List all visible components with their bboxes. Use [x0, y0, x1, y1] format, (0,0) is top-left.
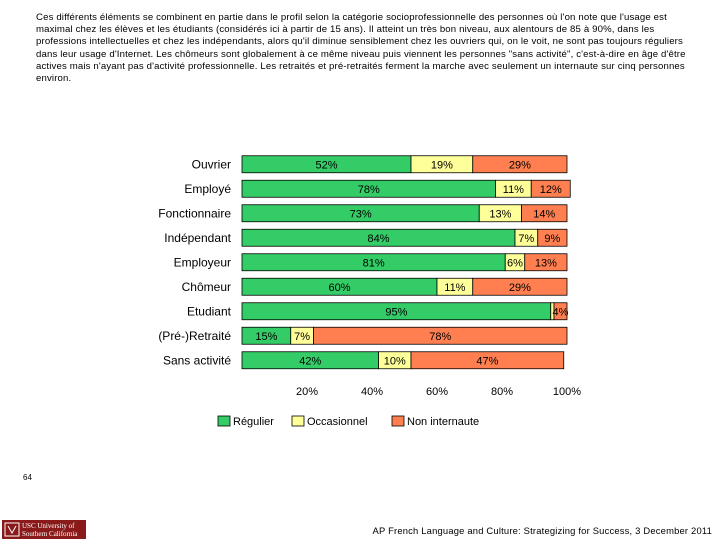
legend-label: Non internaute	[407, 416, 479, 428]
bar-segment	[524, 253, 568, 272]
data-label: 13%	[535, 257, 557, 269]
bar-segment	[530, 179, 571, 198]
data-label: 47%	[476, 355, 498, 367]
logo-line2: Southern California	[22, 530, 78, 538]
data-label: 7%	[518, 233, 534, 245]
bar-segment	[537, 228, 568, 247]
data-label: 42%	[299, 355, 321, 367]
category-labels-group: Ouvrier Employé Fonctionnaire Indépendant Em…	[158, 157, 231, 367]
x-tick-label: 40%	[361, 386, 383, 398]
data-label: 15%	[255, 331, 277, 343]
data-label: 95%	[385, 306, 407, 318]
data-label: 12%	[540, 184, 562, 196]
seal-icon	[4, 522, 20, 537]
legend-label: Régulier	[233, 416, 274, 428]
university-logo: USC University of Southern California	[2, 520, 86, 539]
data-label: 78%	[358, 184, 380, 196]
data-label: 73%	[350, 208, 372, 220]
data-label: 6%	[507, 257, 523, 269]
data-label: 52%	[315, 159, 337, 171]
bar-segment	[410, 351, 565, 370]
data-label: 29%	[509, 282, 531, 294]
data-label: 19%	[431, 159, 453, 171]
category-label: Employé	[184, 182, 231, 196]
x-tick-label: 60%	[426, 386, 448, 398]
category-label: Employeur	[174, 255, 231, 269]
data-label: 13%	[489, 208, 511, 220]
category-label: (Pré-)Retraité	[158, 329, 231, 343]
bar-segment	[472, 277, 568, 296]
data-label: 4%	[553, 306, 569, 318]
bar-segment	[313, 326, 568, 345]
bar-segment	[472, 155, 568, 174]
data-label: 60%	[328, 282, 350, 294]
data-label: 11%	[503, 184, 524, 196]
footer-caption: AP French Language and Culture: Strategi…	[372, 525, 712, 536]
page-number: 64	[23, 473, 32, 482]
category-label: Etudiant	[187, 304, 232, 318]
x-tick-labels-group: 20% 40% 60% 80% 100%	[296, 386, 581, 398]
category-label: Indépendant	[164, 231, 231, 245]
category-label: Chômeur	[182, 280, 231, 294]
legend-swatch	[291, 415, 305, 427]
legend-label: Occasionnel	[307, 416, 368, 428]
x-tick-label: 100%	[553, 386, 581, 398]
data-label: 78%	[429, 331, 451, 343]
intro-paragraph: Ces différents éléments se combinent en …	[36, 12, 686, 85]
data-label: 84%	[367, 233, 389, 245]
x-tick-label: 20%	[296, 386, 318, 398]
legend: Régulier Occasionnel Non internaute	[217, 415, 479, 428]
logo-line1: USC University of	[22, 522, 75, 530]
category-label: Fonctionnaire	[158, 206, 231, 220]
bars-group: 52% 19% 29% 78% 11% 12% 73% 13% 14% 84% 7% 9% 81% 6% 1…	[241, 155, 571, 370]
category-label: Sans activité	[163, 353, 231, 367]
data-label: 7%	[294, 331, 310, 343]
data-label: 81%	[363, 257, 385, 269]
data-label: 14%	[533, 208, 555, 220]
legend-swatch	[217, 415, 231, 427]
data-label: 11%	[444, 282, 465, 294]
bar-segment	[553, 302, 568, 321]
legend-swatch	[391, 415, 405, 427]
bar-segment	[521, 204, 568, 223]
category-label: Ouvrier	[192, 157, 231, 171]
data-label: 10%	[384, 355, 406, 367]
data-label: 9%	[544, 233, 560, 245]
x-tick-label: 80%	[491, 386, 513, 398]
data-label: 29%	[509, 159, 531, 171]
